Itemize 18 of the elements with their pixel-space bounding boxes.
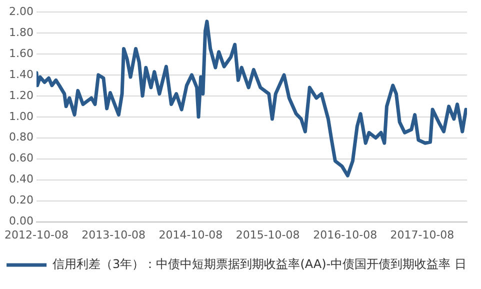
x-tick-label: 2016-10-08: [313, 228, 378, 242]
x-tick-label: 2012-10-08: [4, 228, 68, 242]
y-tick-label: 0.80: [8, 130, 34, 144]
y-tick-label: 2.00: [8, 4, 34, 18]
x-tick-label: 2013-10-08: [82, 228, 146, 242]
x-tick-label: 2017-10-08: [390, 228, 454, 242]
y-tick-label: 0.40: [8, 172, 34, 186]
y-tick-label: 0.20: [8, 194, 34, 207]
y-tick-label: 1.40: [8, 68, 34, 81]
y-tick-label: 1.20: [8, 88, 34, 102]
y-tick-label: 1.00: [8, 110, 34, 123]
y-tick-label: 0.60: [8, 152, 34, 165]
y-tick-label: 0.00: [8, 214, 34, 228]
x-tick-label: 2015-10-08: [236, 228, 300, 242]
legend-label: 信用利差（3年）：中债中短期票据到期收益率(AA)-中债国开债到期收益率 日: [52, 257, 466, 272]
x-tick-label: 2014-10-08: [158, 228, 223, 242]
y-tick-label: 1.80: [8, 26, 34, 39]
y-tick-label: 1.60: [8, 46, 34, 60]
